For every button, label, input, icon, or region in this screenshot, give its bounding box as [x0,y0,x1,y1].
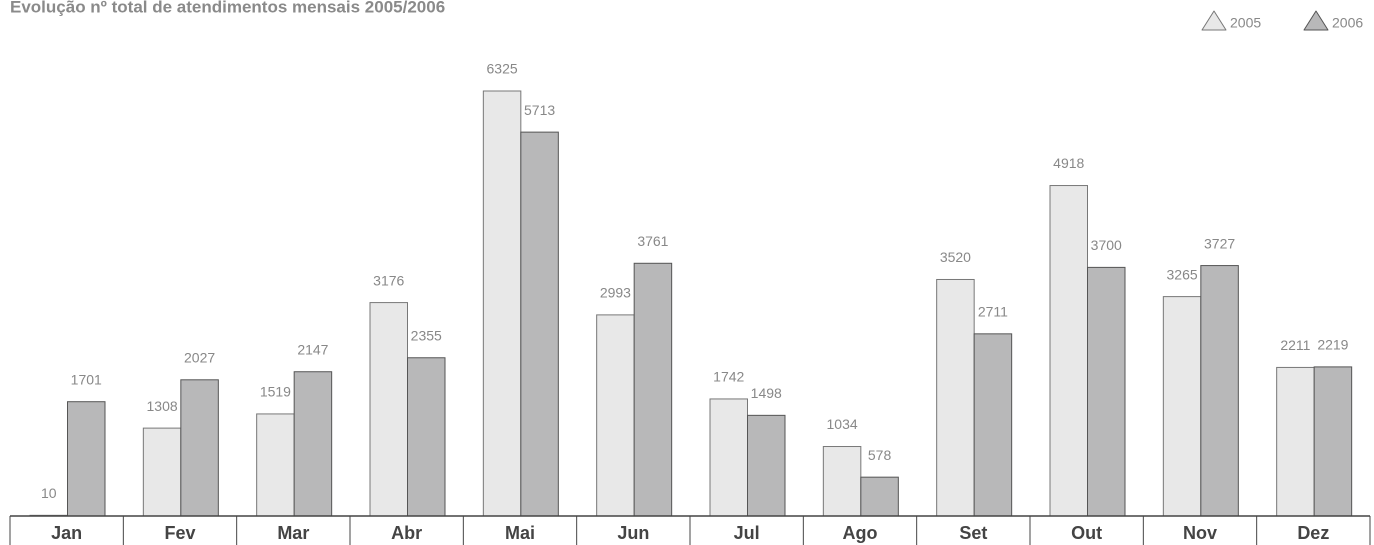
value-label: 6325 [487,61,518,77]
value-label: 3727 [1204,235,1235,251]
bar [936,278,975,517]
x-tick-label: Fev [164,523,195,543]
x-tick-label: Set [959,523,987,543]
value-label: 2147 [297,341,328,357]
x-tick-label: Dez [1297,523,1329,543]
x-tick-label: Out [1071,523,1102,543]
x-tick-label: Jul [734,523,760,543]
value-label: 5713 [524,102,555,118]
legend-swatch [1201,10,1227,31]
x-tick-label: Ago [843,523,878,543]
bar [369,302,408,517]
bar [1162,296,1202,517]
value-label: 2027 [184,350,215,366]
bar [1276,366,1315,517]
legend-label: 2006 [1332,15,1363,31]
bar [709,398,748,517]
bar [67,401,106,517]
bar [180,379,219,517]
bar [1087,266,1126,517]
x-tick-label: Jun [617,523,649,543]
bar [256,413,295,517]
value-label: 1701 [71,371,102,387]
value-label: 1308 [147,398,178,414]
bar [520,131,559,517]
value-label: 3265 [1167,266,1198,282]
value-label: 4918 [1053,155,1084,171]
bar [822,446,862,517]
bar [482,90,522,517]
value-label: 3761 [637,233,668,249]
bar [973,333,1013,517]
value-label: 1519 [260,384,291,400]
bar [596,314,635,517]
bar [633,262,673,517]
value-label: 2993 [600,285,631,301]
value-label: 1498 [751,385,782,401]
value-label: 3700 [1091,237,1122,253]
x-tick-label: Jan [51,523,82,543]
value-label: 1742 [713,369,744,385]
bar [142,427,182,517]
chart-title: Evolução nº total de atendimentos mensai… [10,0,445,16]
bar [1313,366,1353,517]
value-label: 2711 [978,304,1008,320]
bar [1049,185,1088,517]
x-tick-label: Mai [505,523,535,543]
x-tick-label: Abr [391,523,422,543]
value-label: 2211 [1280,337,1310,353]
x-tick-label: Mar [277,523,309,543]
legend-swatch [1303,10,1329,31]
value-label: 2355 [411,327,442,343]
value-label: 578 [868,447,892,463]
value-label: 1034 [827,416,858,432]
bar [1200,265,1239,517]
bar [293,371,333,517]
bar [407,357,446,517]
value-label: 3176 [373,272,404,288]
bar [860,476,899,517]
value-label: 10 [41,485,57,501]
legend-label: 2005 [1230,15,1261,31]
x-tick-label: Nov [1183,523,1217,543]
bar [747,414,786,517]
value-label: 2219 [1317,337,1348,353]
value-label: 3520 [940,249,971,265]
